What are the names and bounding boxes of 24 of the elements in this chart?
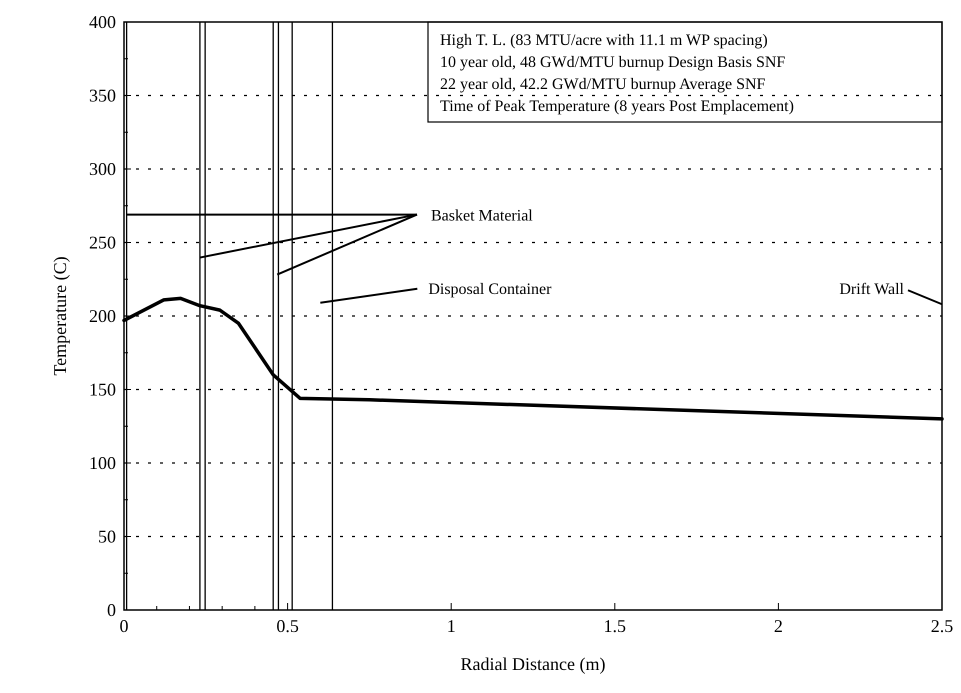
x-tick-label: 0.5 <box>276 616 299 636</box>
y-tick-label: 300 <box>89 159 116 179</box>
y-tick-label: 350 <box>89 86 116 106</box>
y-tick-label: 150 <box>89 380 116 400</box>
annotation: Time of Peak Temperature (8 years Post Emplacement) <box>440 98 794 115</box>
y-tick-label: 0 <box>107 600 116 620</box>
x-tick-label: 0 <box>120 616 128 636</box>
annotation: 10 year old, 48 GWd/MTU burnup Design Basis SNF <box>440 54 786 71</box>
annotation: Basket Material <box>431 208 534 225</box>
annotation: High T. L. (83 MTU/acre with 11.1 m WP spacing) <box>440 32 768 49</box>
x-tick-label: 1.5 <box>604 616 626 636</box>
y-tick-label: 50 <box>98 526 116 546</box>
y-tick-label: 200 <box>89 306 116 326</box>
x-tick-label: 1 <box>446 616 456 636</box>
y-tick-label: 100 <box>89 453 116 473</box>
x-tick-label: 2.5 <box>930 616 954 636</box>
y-tick-label: 400 <box>89 12 116 32</box>
y-axis-title: Temperature (C) <box>50 256 70 376</box>
x-axis-title: Radial Distance (m) <box>460 654 606 674</box>
x-tick-label: 2 <box>774 616 783 636</box>
annotation: 22 year old, 42.2 GWd/MTU burnup Average SNF <box>440 76 766 93</box>
annotation: Disposal Container <box>428 280 552 298</box>
y-tick-label: 250 <box>89 232 116 252</box>
annotation: Drift Wall <box>839 281 905 298</box>
